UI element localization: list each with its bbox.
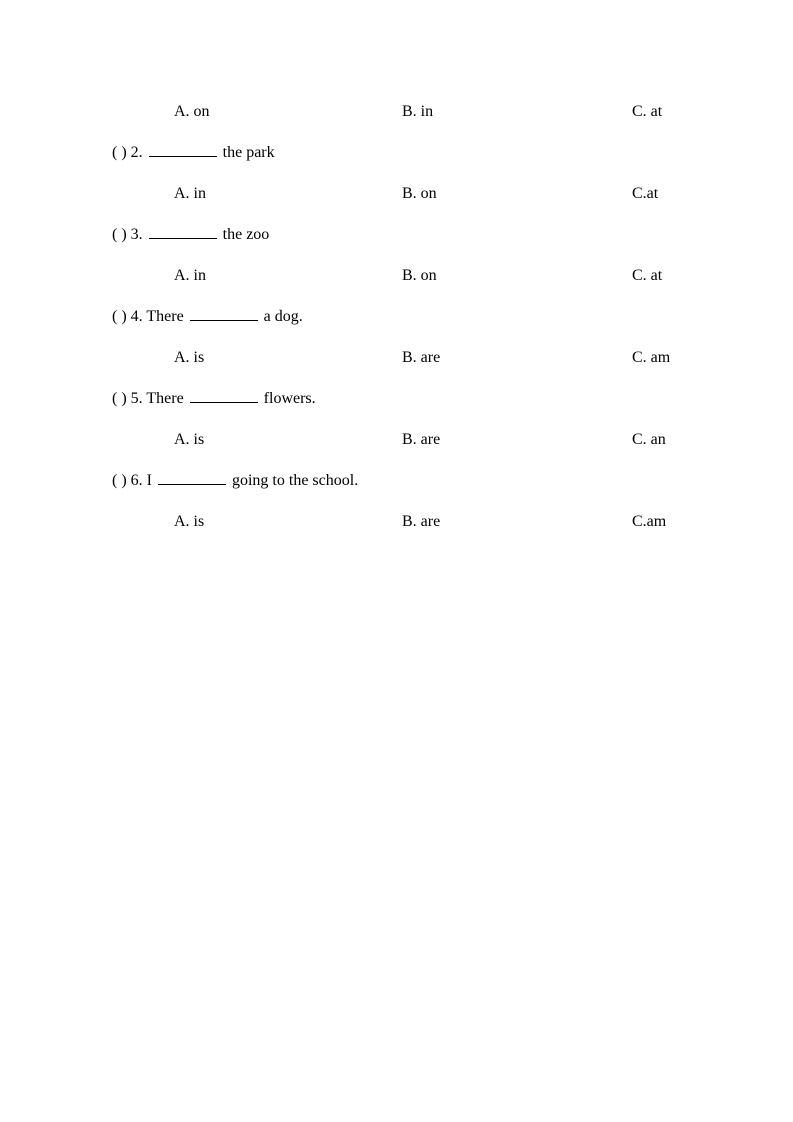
worksheet-content: A. on B. in C. at ( ) 2. the park A. in … <box>0 0 793 534</box>
blank <box>149 156 217 157</box>
choice-b: B. are <box>402 346 632 370</box>
choice-c: C. at <box>632 100 662 124</box>
choice-c: C.am <box>632 510 666 534</box>
choices-row: A. is B. are C. am <box>112 346 681 370</box>
question-row: ( ) 5. There flowers. <box>112 387 681 411</box>
blank <box>158 484 226 485</box>
choice-c: C. an <box>632 428 666 452</box>
choices-row: A. in B. on C. at <box>112 264 681 288</box>
question-prefix: ( ) 6. I <box>112 472 156 489</box>
choice-a: A. is <box>174 428 402 452</box>
choice-b: B. are <box>402 510 632 534</box>
choice-b: B. in <box>402 100 632 124</box>
question-row: ( ) 6. I going to the school. <box>112 469 681 493</box>
choice-a: A. in <box>174 182 402 206</box>
blank <box>149 238 217 239</box>
blank <box>190 320 258 321</box>
choice-a: A. is <box>174 346 402 370</box>
choices-row: A. is B. are C. an <box>112 428 681 452</box>
question-prefix: ( ) 2. <box>112 144 147 161</box>
choice-a: A. in <box>174 264 402 288</box>
question-suffix: the park <box>219 144 275 161</box>
choice-b: B. on <box>402 182 632 206</box>
choice-c: C.at <box>632 182 658 206</box>
choice-c: C. am <box>632 346 670 370</box>
blank <box>190 402 258 403</box>
question-suffix: going to the school. <box>228 472 358 489</box>
question-suffix: a dog. <box>260 308 303 325</box>
question-suffix: the zoo <box>219 226 270 243</box>
choice-c: C. at <box>632 264 662 288</box>
question-row: ( ) 3. the zoo <box>112 223 681 247</box>
choice-b: B. on <box>402 264 632 288</box>
choice-a: A. is <box>174 510 402 534</box>
question-suffix: flowers. <box>260 390 316 407</box>
choice-b: B. are <box>402 428 632 452</box>
choice-a: A. on <box>174 100 402 124</box>
question-row: ( ) 4. There a dog. <box>112 305 681 329</box>
choices-row: A. on B. in C. at <box>112 100 681 124</box>
question-prefix: ( ) 4. There <box>112 308 188 325</box>
choices-row: A. in B. on C.at <box>112 182 681 206</box>
choices-row: A. is B. are C.am <box>112 510 681 534</box>
question-prefix: ( ) 3. <box>112 226 147 243</box>
question-row: ( ) 2. the park <box>112 141 681 165</box>
question-prefix: ( ) 5. There <box>112 390 188 407</box>
